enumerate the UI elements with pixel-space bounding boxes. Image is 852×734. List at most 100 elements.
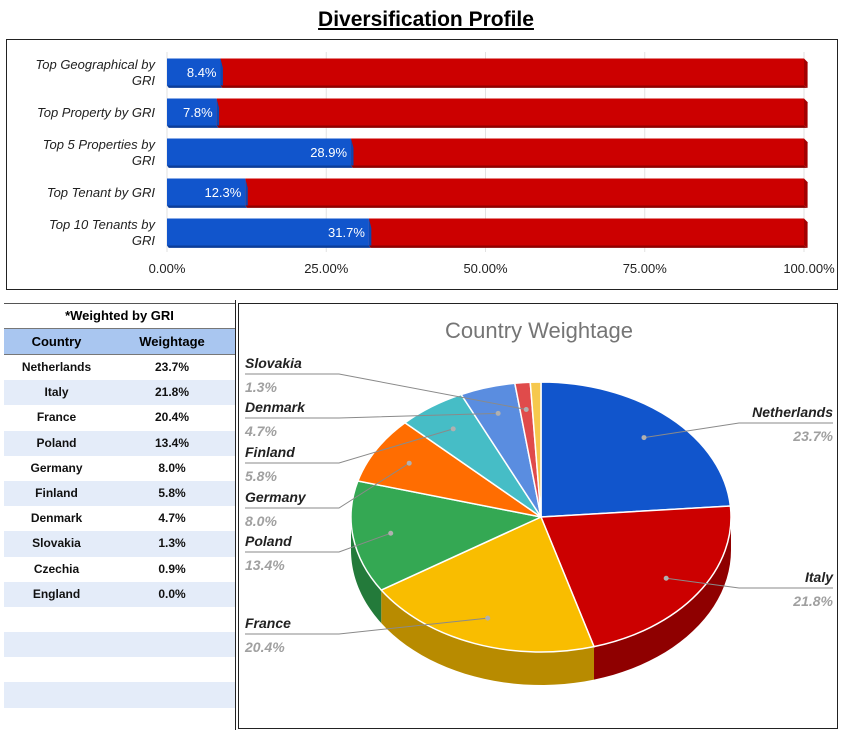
country-cell: France: [36, 410, 77, 425]
table-caption: *Weighted by GRI: [4, 303, 235, 328]
leader-line: [245, 532, 391, 553]
bar-shadow-share: [167, 165, 353, 168]
table-row: Germany 8.0%: [4, 456, 235, 481]
leader-line: [245, 373, 527, 411]
weightage-cell: 21.8%: [154, 385, 190, 400]
bar-data-label: 31.7%: [328, 225, 365, 240]
table-header: Country Weightage: [4, 328, 235, 355]
header-country: Country: [31, 334, 82, 349]
bar-share: [167, 58, 221, 86]
bar-data-label: 28.9%: [310, 145, 347, 160]
bar-shadow-share: [167, 125, 219, 128]
bar-side-remainder: [804, 138, 808, 168]
bar-side-remainder: [804, 58, 808, 88]
table-row: Netherlands 23.7%: [4, 355, 235, 380]
category-label: Top 10 Tenants by: [49, 217, 157, 232]
bar-remainder: [351, 138, 804, 166]
bar-share-edge: [368, 218, 372, 246]
page-title: Diversification Profile: [318, 8, 534, 31]
pie-side-france: [381, 590, 595, 685]
bar-share-edge: [220, 58, 223, 86]
bar-shadow-remainder: [351, 165, 808, 168]
pie-chart-svg: Netherlands 23.7% Italy 21.8% France 20.4% Pol…: [244, 355, 834, 685]
category-label: Top Geographical by: [36, 57, 157, 72]
x-tick-label: 50.00%: [463, 261, 508, 276]
bar-remainder: [216, 98, 804, 126]
x-tick-label: 0.00%: [149, 261, 186, 276]
pie-label-name: Germany: [245, 489, 307, 505]
leader-dot: [663, 575, 669, 581]
pie-label-name: Netherlands: [752, 404, 833, 420]
pie-label-name: Poland: [245, 533, 292, 549]
leader-line: [245, 412, 499, 419]
pie-label-value: 13.4%: [245, 557, 285, 573]
bar-shadow-remainder: [216, 125, 808, 128]
weightage-cell: 4.7%: [158, 511, 186, 526]
bar-data-label: 8.4%: [187, 65, 217, 80]
weightage-cell: 23.7%: [154, 360, 190, 374]
table-row: France 20.4%: [4, 405, 235, 430]
bar-share: [167, 218, 369, 246]
x-tick-label: 25.00%: [304, 261, 349, 276]
header-weightage: Weightage: [139, 334, 205, 349]
category-label: GRI: [132, 73, 156, 88]
pie-label-value: 21.8%: [792, 593, 833, 609]
leader-dot: [523, 407, 529, 413]
pie-label-name: Finland: [245, 444, 295, 460]
pie-label-name: France: [245, 615, 291, 631]
pie-label-value: 4.7%: [244, 423, 277, 439]
panel-divider: [235, 300, 236, 730]
category-label: Top 5 Properties by: [43, 137, 157, 152]
category-label: Top Property by GRI: [37, 105, 155, 120]
table-row-empty: [4, 682, 235, 708]
pie-side-italy: [594, 517, 731, 680]
table-row-empty: [4, 607, 235, 632]
bar-share-edge: [351, 138, 354, 166]
country-cell: England: [32, 586, 81, 601]
leader-line: [666, 577, 833, 589]
leader-dot: [406, 460, 412, 466]
category-label: GRI: [132, 233, 156, 248]
pie-label-name: Slovakia: [245, 355, 302, 371]
table-row: Denmark 4.7%: [4, 506, 235, 531]
leader-dot: [388, 530, 394, 536]
bar-side-remainder: [804, 178, 808, 208]
bar-share-edge: [245, 178, 248, 206]
pie-label-value: 8.0%: [245, 513, 277, 529]
country-pie-chart: Country Weightage Netherlands 23.7% Italy 2…: [238, 303, 838, 729]
bar-data-label: 12.3%: [204, 185, 241, 200]
table-row: Slovakia 1.3%: [4, 531, 235, 557]
category-label: GRI: [132, 153, 156, 168]
weightage-cell: 5.8%: [158, 485, 186, 500]
table-body: Netherlands 23.7% Italy 21.8% France 20.4% Pol…: [4, 355, 235, 708]
pie-slice-germany: [356, 421, 542, 518]
bar-remainder: [245, 178, 804, 206]
x-tick-label: 100.00%: [783, 261, 835, 276]
bar-shadow-remainder: [368, 245, 808, 248]
bar-share: [167, 98, 217, 126]
bar-side-remainder: [804, 98, 808, 128]
leader-line: [245, 428, 454, 464]
pie-label-value: 23.7%: [792, 428, 833, 444]
bar-data-label: 7.8%: [183, 105, 213, 120]
pie-slice-czechia: [529, 381, 542, 518]
pie-label-value: 5.8%: [245, 468, 277, 484]
table-row: Poland 13.4%: [4, 430, 235, 456]
weightage-table: *Weighted by GRI Country Weightage Nethe…: [4, 303, 235, 729]
category-label: Top Tenant by GRI: [47, 185, 156, 200]
table-row: Finland 5.8%: [4, 480, 235, 507]
pie-slice-france: [379, 515, 596, 653]
country-cell: Netherlands: [21, 360, 92, 374]
country-cell: Italy: [44, 385, 69, 400]
weightage-cell: 1.3%: [158, 536, 186, 551]
bar-share: [167, 138, 352, 166]
pie-title: Country Weightage: [445, 318, 633, 343]
bar-remainder: [368, 218, 804, 246]
weightage-cell: 8.0%: [158, 460, 186, 475]
leader-dot: [641, 435, 647, 441]
leader-line: [245, 462, 410, 509]
table-row: Czechia 0.9%: [4, 557, 235, 582]
leader-line: [245, 617, 488, 635]
country-cell: Denmark: [30, 511, 83, 526]
